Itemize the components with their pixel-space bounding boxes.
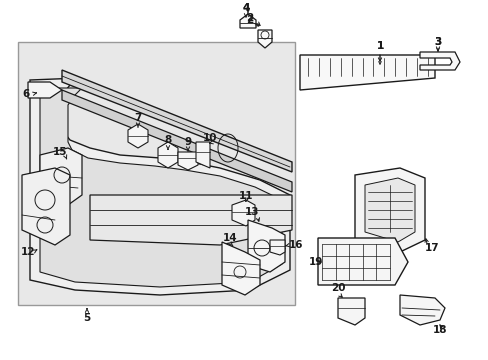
Polygon shape — [337, 298, 364, 325]
Polygon shape — [299, 55, 434, 90]
Polygon shape — [317, 238, 407, 285]
Polygon shape — [364, 178, 414, 242]
Polygon shape — [354, 168, 424, 252]
Text: 18: 18 — [432, 325, 447, 335]
Polygon shape — [419, 52, 459, 70]
Text: 3: 3 — [433, 37, 441, 47]
Text: 6: 6 — [22, 89, 30, 99]
Text: 14: 14 — [222, 233, 237, 243]
Polygon shape — [28, 82, 62, 98]
Text: 4: 4 — [242, 3, 249, 13]
Text: 15: 15 — [53, 147, 67, 157]
Polygon shape — [62, 90, 291, 192]
Polygon shape — [40, 88, 282, 287]
Text: 13: 13 — [244, 207, 259, 217]
Polygon shape — [22, 168, 70, 245]
Polygon shape — [399, 295, 444, 325]
Text: 4: 4 — [242, 3, 249, 13]
Text: 10: 10 — [203, 133, 217, 143]
Polygon shape — [40, 148, 82, 205]
Text: 11: 11 — [238, 191, 253, 201]
Text: 19: 19 — [308, 257, 323, 267]
Polygon shape — [30, 78, 289, 295]
Polygon shape — [128, 124, 148, 148]
Text: 3: 3 — [433, 37, 441, 47]
Polygon shape — [240, 14, 256, 28]
Polygon shape — [231, 200, 254, 226]
Text: 12: 12 — [20, 247, 35, 257]
Text: 9: 9 — [184, 137, 191, 147]
Polygon shape — [269, 240, 285, 255]
Text: 5: 5 — [83, 313, 90, 323]
Polygon shape — [258, 30, 271, 48]
Text: 2: 2 — [246, 13, 253, 23]
Polygon shape — [247, 220, 285, 272]
Text: 7: 7 — [134, 113, 142, 123]
Polygon shape — [196, 142, 209, 168]
Text: 20: 20 — [330, 283, 345, 293]
Text: 16: 16 — [288, 240, 303, 250]
Polygon shape — [222, 242, 260, 295]
Polygon shape — [158, 142, 178, 168]
Polygon shape — [178, 152, 198, 170]
Polygon shape — [90, 195, 291, 245]
Polygon shape — [62, 70, 291, 172]
Text: 17: 17 — [424, 243, 438, 253]
Text: 1: 1 — [376, 41, 383, 51]
FancyBboxPatch shape — [18, 42, 294, 305]
Text: 2: 2 — [246, 15, 253, 25]
Text: 1: 1 — [376, 41, 383, 51]
Text: 8: 8 — [164, 135, 171, 145]
